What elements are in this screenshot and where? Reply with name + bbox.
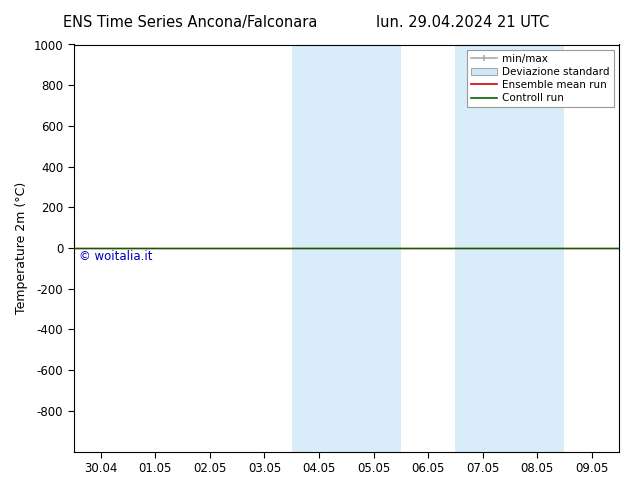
Bar xyxy=(346,45,401,452)
Bar xyxy=(292,45,346,452)
Text: ENS Time Series Ancona/Falconara: ENS Time Series Ancona/Falconara xyxy=(63,15,318,30)
Bar xyxy=(455,45,510,452)
Bar xyxy=(510,45,564,452)
Legend: min/max, Deviazione standard, Ensemble mean run, Controll run: min/max, Deviazione standard, Ensemble m… xyxy=(467,49,614,107)
Text: © woitalia.it: © woitalia.it xyxy=(79,250,153,263)
Text: lun. 29.04.2024 21 UTC: lun. 29.04.2024 21 UTC xyxy=(376,15,550,30)
Y-axis label: Temperature 2m (°C): Temperature 2m (°C) xyxy=(15,182,28,314)
